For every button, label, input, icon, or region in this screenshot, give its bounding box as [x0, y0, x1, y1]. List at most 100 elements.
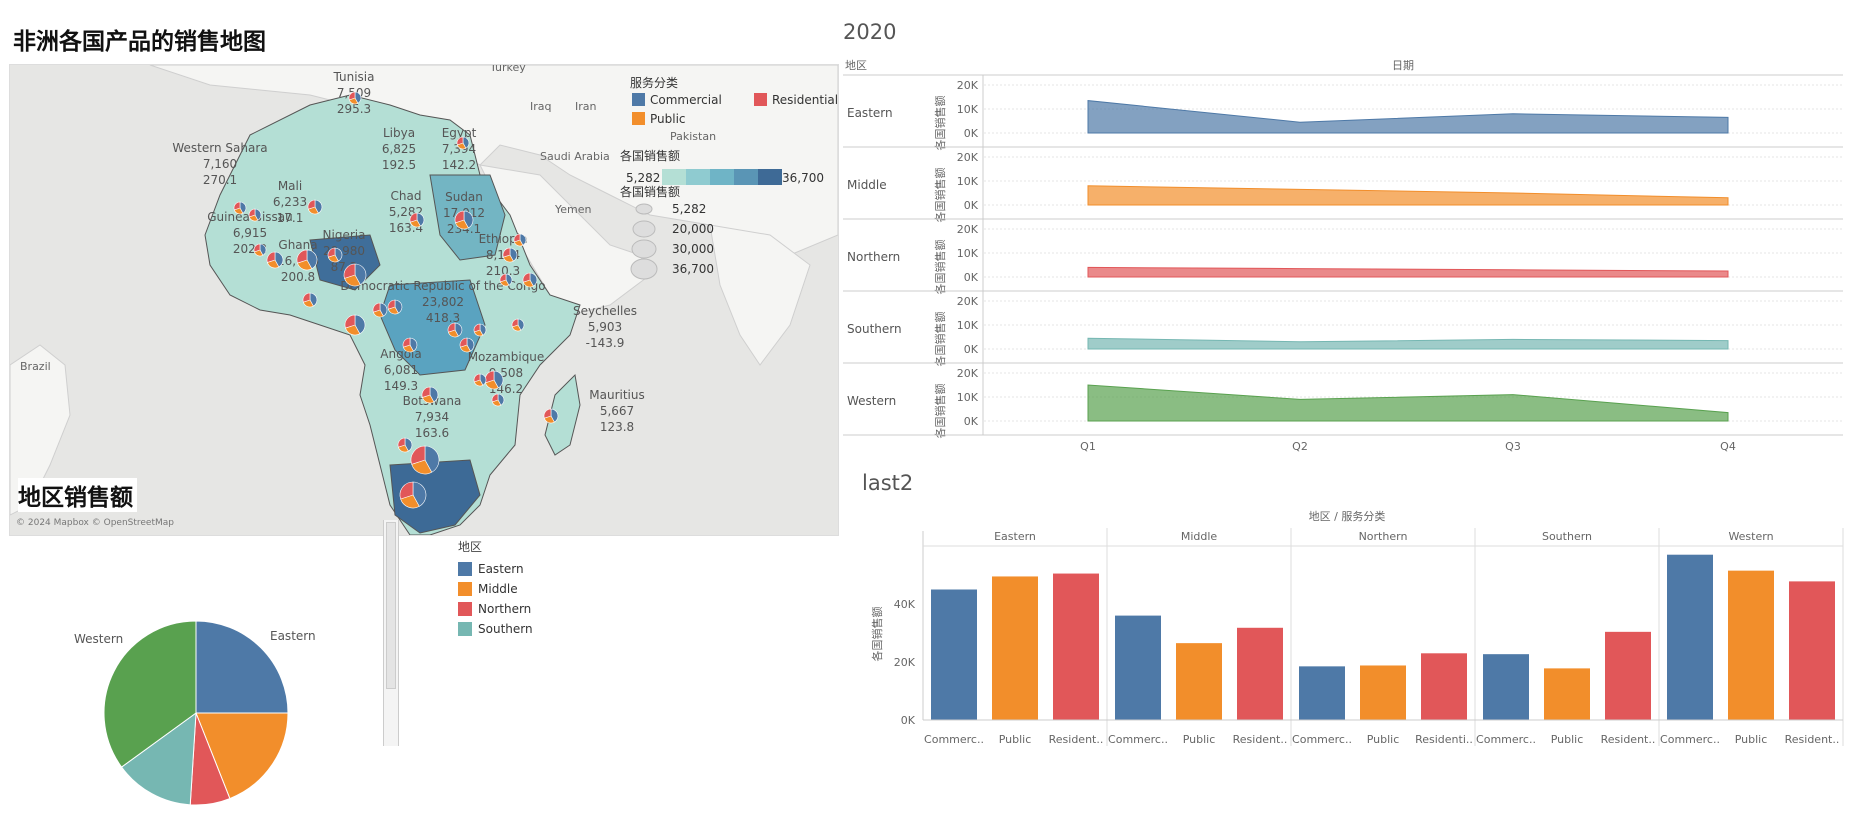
bar-group-northern[interactable]: Northern Commerc.. Public Residenti..	[1291, 528, 1476, 746]
country-pie-marker[interactable]	[302, 292, 318, 308]
country-pie-marker[interactable]	[248, 208, 262, 222]
bar[interactable]	[1483, 654, 1529, 720]
legend-color-step	[710, 169, 734, 185]
pie-slice	[410, 445, 426, 465]
area-chart[interactable]: 地区 日期 Eastern 各国销售额 20K 10K 0K Middle 各国销售额 20K 10…	[843, 52, 1849, 452]
country-pie-marker[interactable]	[543, 408, 559, 424]
country-pie-marker[interactable]	[484, 370, 504, 390]
pie-scrollbar[interactable]	[383, 520, 399, 746]
country-pie-marker[interactable]	[296, 249, 318, 271]
area-row-western[interactable]: Western 各国销售额 20K 10K 0K	[843, 367, 1843, 439]
country-pie-marker[interactable]	[233, 201, 247, 215]
country-label: Tunisia7,509295.3	[333, 70, 375, 116]
legend-color-step	[758, 169, 782, 185]
country-profit: 142.2	[442, 158, 476, 172]
bar[interactable]	[931, 589, 977, 721]
pie-legend-item[interactable]: Middle	[458, 579, 578, 599]
country-label: Western Sahara 7,160 270.1	[172, 141, 267, 187]
country-pie-marker[interactable]	[253, 243, 267, 257]
y-axis-label: 各国销售额	[870, 607, 884, 662]
pie-slice	[522, 272, 531, 283]
bar-group-southern[interactable]: Southern Commerc.. Public Resident..	[1475, 528, 1660, 746]
country-pie-marker[interactable]	[397, 437, 413, 453]
country-pie-marker[interactable]	[499, 273, 513, 287]
country-pie-marker[interactable]	[522, 272, 538, 288]
bar[interactable]	[1544, 668, 1590, 720]
country-pie-marker[interactable]	[511, 318, 525, 332]
country-label: Seychelles 5,903 -143.9	[573, 304, 637, 350]
africa-map[interactable]: Turkey Iraq Iran Saudi Arabia Yemen Pakistan B…	[9, 64, 839, 536]
country-pie-marker[interactable]	[447, 322, 463, 338]
bar[interactable]	[1299, 666, 1345, 720]
country-pie-marker[interactable]	[459, 337, 475, 353]
country-pie-marker[interactable]	[344, 314, 366, 336]
pie-legend: 地区 Eastern Middle Northern Southern	[458, 538, 578, 639]
madagascar[interactable]	[544, 373, 581, 456]
country-pie-marker[interactable]	[456, 136, 470, 150]
bar-group-middle[interactable]: Middle Commerc.. Public Resident..	[1107, 528, 1292, 746]
pie-slice	[543, 408, 552, 419]
country-pie-marker[interactable]	[266, 251, 284, 269]
africa-map-canvas[interactable]: Turkey Iraq Iran Saudi Arabia Yemen Pakistan B…	[10, 65, 838, 535]
area-shape[interactable]	[1087, 185, 1729, 206]
country-pie-marker[interactable]	[502, 247, 518, 263]
country-pie-marker[interactable]	[343, 263, 367, 287]
bar-group-western[interactable]: Western Commerc.. Public Resident..	[1659, 528, 1844, 746]
country-pie-marker[interactable]	[387, 299, 403, 315]
bar[interactable]	[992, 576, 1038, 720]
country-profit: 17.1	[277, 211, 304, 225]
legend-swatch	[632, 112, 645, 125]
country-pie-marker[interactable]	[410, 445, 440, 475]
pie-legend-item[interactable]: Northern	[458, 599, 578, 619]
row-label: Middle	[847, 178, 887, 192]
country-pie-marker[interactable]	[454, 210, 474, 230]
country-name: Tunisia	[333, 70, 375, 84]
bar[interactable]	[1421, 653, 1467, 720]
bar[interactable]	[1667, 554, 1713, 720]
area-shape[interactable]	[1087, 100, 1729, 134]
area-row-northern[interactable]: Northern 各国销售额 20K 10K 0K	[843, 223, 1843, 295]
south-africa-shape[interactable]	[389, 459, 481, 534]
country-pie-marker[interactable]	[473, 373, 487, 387]
country-pie-marker[interactable]	[421, 386, 439, 404]
sea-label: Iran	[575, 100, 597, 113]
country-pie-marker[interactable]	[402, 337, 418, 353]
area-shape[interactable]	[1087, 337, 1729, 350]
country-pie-marker[interactable]	[348, 91, 362, 105]
region-pie-chart[interactable]: Eastern Western	[40, 596, 370, 826]
bar[interactable]	[1360, 665, 1406, 720]
pie-legend-item[interactable]: Southern	[458, 619, 578, 639]
bar-group-eastern[interactable]: Eastern Commerc.. Public Resident..	[923, 528, 1108, 746]
area-row-southern[interactable]: Southern 各国销售额 20K 10K 0K	[843, 295, 1843, 367]
country-pie-marker[interactable]	[327, 247, 343, 263]
bar[interactable]	[1053, 573, 1099, 720]
legend-color-step	[734, 169, 758, 185]
x-tick: Commerc..	[1476, 733, 1536, 746]
country-pie-marker[interactable]	[399, 481, 427, 509]
legend-swatch	[458, 562, 472, 576]
bar[interactable]	[1789, 581, 1835, 720]
country-pie-marker[interactable]	[409, 212, 425, 228]
scroll-thumb[interactable]	[386, 522, 396, 689]
y-tick: 0K	[901, 714, 916, 727]
bar[interactable]	[1605, 631, 1651, 720]
legend-size-circle	[630, 258, 658, 280]
pie-legend-item[interactable]: Eastern	[458, 559, 578, 579]
country-pie-marker[interactable]	[307, 199, 323, 215]
area-shape[interactable]	[1087, 384, 1729, 422]
country-pie-marker[interactable]	[513, 233, 527, 247]
country-pie-marker[interactable]	[372, 302, 388, 318]
area-row-middle[interactable]: Middle 各国销售额 20K 10K 0K	[843, 151, 1843, 223]
country-pie-marker[interactable]	[473, 323, 487, 337]
area-row-eastern[interactable]: Eastern 各国销售额 20K 10K 0K	[843, 79, 1843, 151]
area-shape[interactable]	[1087, 266, 1729, 278]
bar[interactable]	[1176, 643, 1222, 720]
pie-slice	[248, 208, 256, 218]
y-tick: 10K	[957, 175, 979, 188]
pie-slice-eastern[interactable]	[195, 620, 289, 714]
bar[interactable]	[1237, 627, 1283, 720]
bar[interactable]	[1728, 570, 1774, 720]
country-pie-marker[interactable]	[491, 393, 505, 407]
bar[interactable]	[1115, 615, 1161, 720]
